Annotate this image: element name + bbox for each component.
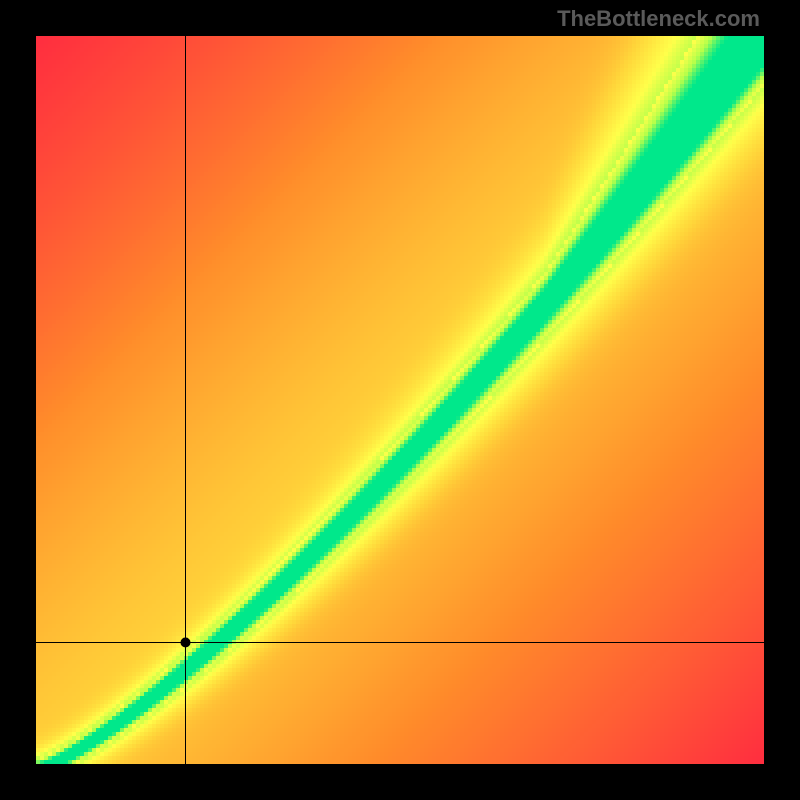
watermark-text: TheBottleneck.com [557,6,760,32]
crosshair-overlay [36,36,764,764]
heatmap-plot [36,36,764,764]
